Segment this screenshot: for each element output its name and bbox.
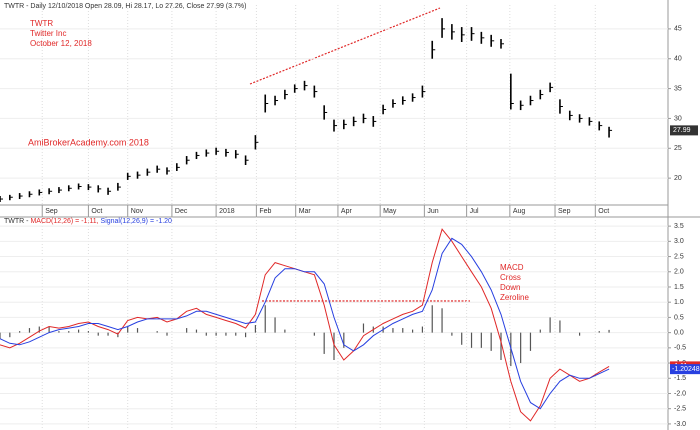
y-tick-label: 35 <box>674 85 682 92</box>
header-part: MACD(12,26) = -1.11, <box>30 218 100 225</box>
header-part: Signal(12,26,9) = -1.20 <box>101 218 173 225</box>
watermark: AmiBrokerAcademy.com 2018 <box>28 137 149 147</box>
x-tick-label: Mar <box>299 208 312 215</box>
annotation: Cross <box>500 273 521 282</box>
macd-header: TWTR - MACD(12,26) = -1.11, Signal(12,26… <box>4 218 172 225</box>
y-tick-label: 1.5 <box>674 284 684 291</box>
header-part: TWTR - <box>4 218 30 225</box>
x-tick-label: Sep <box>558 208 571 215</box>
y-tick-label: -2.5 <box>674 406 686 413</box>
trend-line <box>249 7 441 85</box>
marks <box>0 18 613 422</box>
y-tick-label: 30 <box>674 115 682 122</box>
y-tick-label: 3.5 <box>674 223 684 230</box>
y-tick-label: 25 <box>674 145 682 152</box>
x-tick-label: Apr <box>341 208 353 215</box>
y-tick-label: 0.0 <box>674 329 684 336</box>
y-tick-label: 2.0 <box>674 269 684 276</box>
annotation: MACD <box>500 263 524 272</box>
x-tick-label: Sep <box>45 208 58 215</box>
annotation: TWTR <box>30 19 53 28</box>
x-tick-label: Nov <box>131 208 144 215</box>
y-tick-label: 3.0 <box>674 238 684 245</box>
y-tick-label: 40 <box>674 56 682 63</box>
x-tick-label: 2018 <box>219 208 235 215</box>
x-tick-label: Dec <box>175 208 188 215</box>
last-value-box <box>670 364 700 375</box>
annotation: October 12, 2018 <box>30 39 92 48</box>
x-tick-label: May <box>383 208 397 215</box>
x-tick-label: Jul <box>470 208 479 215</box>
y-tick-label: 2.5 <box>674 253 684 260</box>
chart-title: TWTR - Daily 12/10/2018 Open 28.09, Hi 2… <box>4 3 246 10</box>
annotation: Down <box>500 283 520 292</box>
y-tick-label: -2.0 <box>674 390 686 397</box>
last-price-box <box>670 125 698 136</box>
x-tick-label: Jun <box>427 208 438 215</box>
y-tick-label: -3.0 <box>674 421 686 428</box>
x-tick-label: Oct <box>91 208 102 215</box>
macd-line <box>0 237 610 410</box>
y-tick-label: 0.5 <box>674 314 684 321</box>
last-price-label: 27.99 <box>673 127 691 134</box>
annotation: Twitter Inc <box>30 29 66 38</box>
grid <box>0 5 671 430</box>
y-tick-label: -1.5 <box>674 375 686 382</box>
x-tick-label: Feb <box>259 208 271 215</box>
x-tick-label: Oct <box>598 208 609 215</box>
annotation: Zeroline <box>500 293 529 302</box>
last-value-label: -1.20248 <box>672 366 700 373</box>
y-tick-label: 1.0 <box>674 299 684 306</box>
y-tick-label: 20 <box>674 175 682 182</box>
y-tick-label: 45 <box>674 26 682 33</box>
x-tick-label: Aug <box>513 208 526 215</box>
y-tick-label: -0.5 <box>674 345 686 352</box>
